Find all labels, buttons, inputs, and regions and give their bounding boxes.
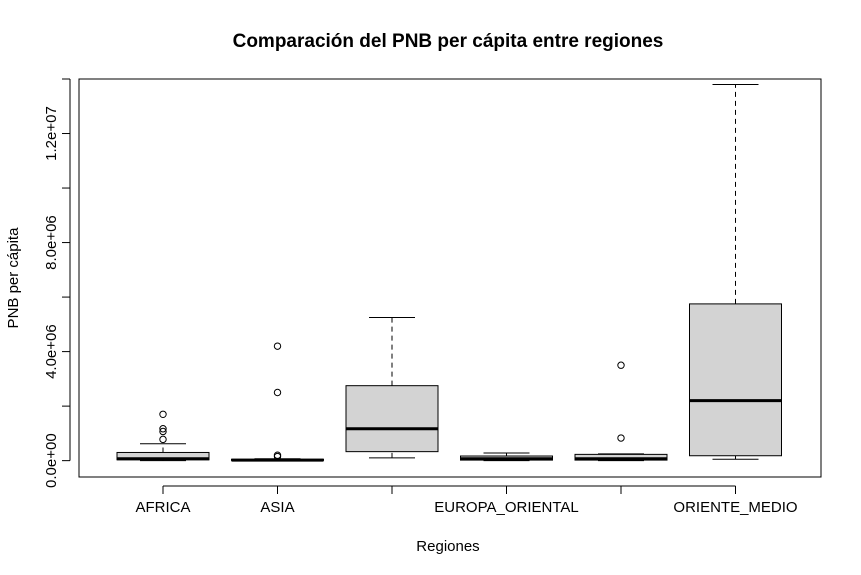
box-asia (231, 342, 324, 462)
boxes-group (116, 83, 782, 462)
y-tick-label: 4.0e+06 (43, 324, 60, 379)
outlier-point (159, 435, 167, 444)
y-axis-label: PNB per cápita (5, 227, 22, 329)
plot-frame (78, 78, 822, 478)
box-africa (116, 410, 210, 462)
outlier-point (159, 410, 167, 419)
box-group-5 (574, 361, 668, 462)
y-axis: 0.0e+00 4.0e+06 8.0e+06 1.2e+07 (43, 78, 71, 488)
outlier-point (159, 427, 167, 436)
box-europa_oriental (460, 452, 553, 462)
y-tick-label: 8.0e+06 (43, 215, 60, 270)
outlier-point (159, 425, 167, 433)
x-axis-label: Regiones (416, 538, 479, 555)
box-oriente_medio (689, 83, 782, 460)
x-tick-label: ORIENTE_MEDIO (673, 499, 797, 516)
outlier-point (273, 388, 282, 397)
x-axis: AFRICA ASIA EUROPA_ORIENTAL ORIENTE_MEDIO (135, 485, 798, 516)
outlier-point (273, 342, 282, 350)
box-iqr (345, 385, 439, 453)
outlier-point (273, 451, 282, 459)
outlier-point (617, 434, 625, 442)
x-tick-label: AFRICA (135, 499, 190, 516)
outlier-point (617, 361, 625, 369)
y-tick-label: 0.0e+00 (43, 433, 60, 488)
y-tick-label: 1.2e+07 (43, 106, 60, 161)
box-iqr (689, 303, 782, 457)
x-tick-label: ASIA (260, 499, 294, 516)
chart-title: Comparación del PNB per cápita entre reg… (233, 31, 664, 52)
box-group-3 (345, 317, 439, 459)
x-tick-label: EUROPA_ORIENTAL (434, 499, 578, 516)
